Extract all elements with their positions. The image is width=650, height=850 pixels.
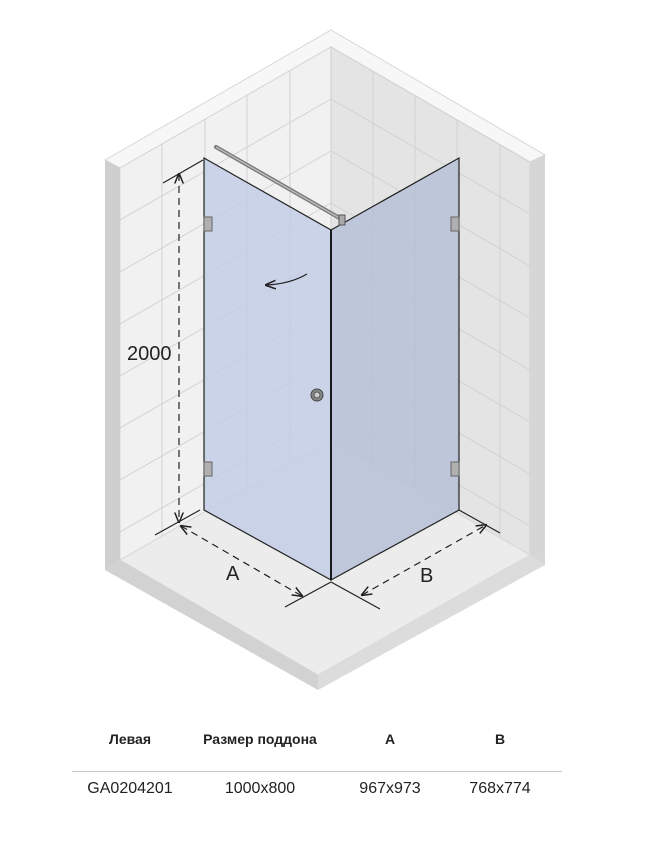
left-wall-side bbox=[105, 160, 120, 570]
header-left: Левая bbox=[109, 731, 151, 747]
hinge-icon bbox=[203, 461, 213, 477]
tile-line bbox=[330, 98, 531, 215]
cell-article: GA0204201 bbox=[87, 780, 173, 797]
width-a-label: A bbox=[226, 563, 240, 585]
shower-enclosure-diagram: 2000 A B bbox=[103, 29, 547, 690]
header-a: A bbox=[384, 731, 396, 747]
right-wall-side bbox=[530, 155, 545, 565]
glass-panel-left-door bbox=[203, 156, 332, 582]
door-knob-icon bbox=[310, 388, 324, 402]
table-divider bbox=[72, 771, 562, 772]
hinge-icon bbox=[203, 216, 213, 232]
hinges bbox=[203, 216, 460, 477]
tile-line bbox=[119, 98, 332, 221]
glass-panel-right bbox=[330, 156, 460, 582]
cell-b: 768x774 bbox=[469, 780, 531, 797]
height-dimension bbox=[154, 159, 204, 536]
header-b: B bbox=[494, 731, 506, 747]
cell-tray-size: 1000x800 bbox=[224, 780, 296, 797]
door-swing-arrow-icon bbox=[266, 273, 308, 285]
header-tray-size: Размер поддона bbox=[203, 731, 317, 747]
width-b-label: B bbox=[420, 565, 433, 587]
hinge-icon bbox=[450, 216, 460, 232]
height-label: 2000 bbox=[127, 343, 172, 365]
cell-a: 967x973 bbox=[359, 780, 421, 797]
width-b-dimension bbox=[330, 509, 501, 610]
hinge-icon bbox=[450, 461, 460, 477]
floor-front-left bbox=[105, 560, 318, 690]
width-a-dimension bbox=[181, 526, 332, 608]
